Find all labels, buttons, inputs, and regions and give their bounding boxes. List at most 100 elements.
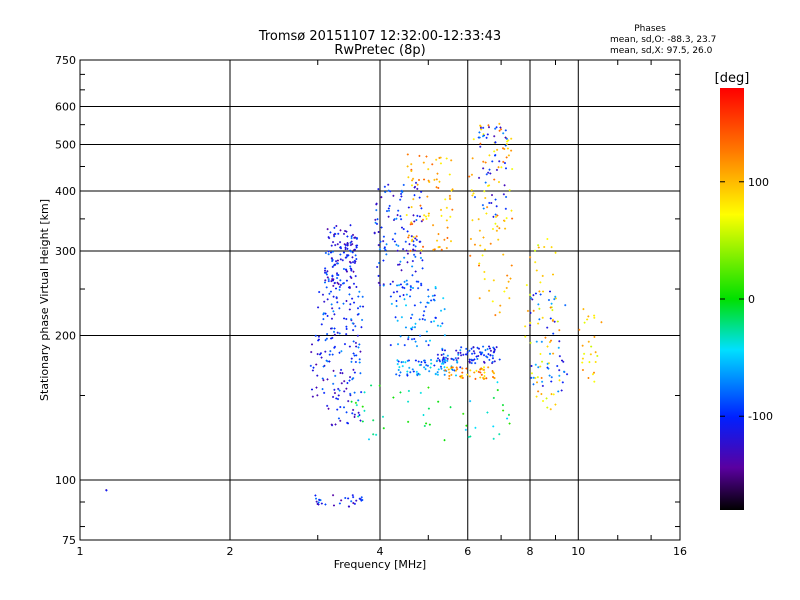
data-point: [467, 436, 470, 439]
data-point: [395, 305, 398, 308]
stats-x-mode: mean, sd,X: 97.5, 26.0: [610, 46, 713, 56]
x-tick-label: 2: [227, 545, 234, 558]
data-point: [419, 391, 422, 394]
data-point: [428, 370, 431, 373]
data-point: [331, 353, 334, 356]
y-tick-label: 300: [55, 245, 76, 258]
data-point: [426, 301, 429, 304]
data-point: [333, 226, 336, 229]
data-point: [355, 354, 358, 357]
data-point: [334, 244, 337, 247]
data-point: [354, 361, 357, 364]
data-point: [327, 278, 330, 281]
data-point: [344, 244, 347, 247]
data-point: [316, 394, 319, 397]
stats-o-mode: mean, sd,O: -88.3, 23.7: [610, 35, 716, 45]
data-point: [502, 132, 505, 135]
data-point: [451, 358, 454, 361]
data-point: [455, 374, 458, 377]
data-point: [436, 371, 439, 374]
data-point: [352, 233, 355, 236]
data-point: [455, 366, 458, 369]
data-point: [405, 283, 408, 286]
data-point: [396, 359, 399, 362]
data-point: [427, 168, 430, 171]
data-point: [326, 333, 329, 336]
data-point: [483, 371, 486, 374]
data-point: [337, 232, 340, 235]
data-point: [413, 337, 416, 340]
data-point: [436, 172, 439, 175]
data-point: [539, 293, 542, 296]
data-point: [479, 145, 482, 148]
data-point: [420, 207, 423, 210]
data-point: [492, 215, 495, 218]
data-point: [475, 355, 478, 358]
data-point: [361, 318, 364, 321]
data-point: [537, 390, 540, 393]
data-point: [370, 384, 373, 387]
data-point: [433, 320, 436, 323]
data-point: [332, 395, 335, 398]
data-point: [407, 206, 410, 209]
data-point: [411, 274, 414, 277]
data-point: [469, 400, 472, 403]
colorbar-tick-label: 0: [748, 293, 755, 306]
plot-frame: [79, 59, 681, 541]
data-point: [372, 419, 375, 422]
data-point: [436, 239, 439, 242]
data-point: [440, 214, 443, 217]
data-point: [550, 339, 553, 342]
data-point: [507, 154, 510, 157]
data-point: [334, 374, 337, 377]
data-point: [589, 353, 592, 356]
data-point: [505, 137, 508, 140]
data-point: [326, 228, 329, 231]
data-point: [495, 205, 498, 208]
data-point: [399, 371, 402, 374]
data-point: [418, 373, 421, 376]
data-point: [320, 323, 323, 326]
data-point: [479, 353, 482, 356]
data-point: [540, 340, 543, 343]
data-point: [411, 326, 414, 329]
data-point: [504, 167, 507, 170]
data-point: [471, 194, 474, 197]
data-point: [489, 172, 492, 175]
data-point: [558, 379, 561, 382]
colorbar-label: [deg]: [715, 71, 750, 86]
data-point: [387, 183, 390, 186]
data-point: [434, 316, 437, 319]
data-point: [450, 366, 453, 369]
data-point: [435, 178, 438, 181]
data-point: [482, 160, 485, 163]
data-point: [378, 248, 381, 251]
data-point: [534, 363, 537, 366]
data-point: [473, 358, 476, 361]
data-point: [418, 364, 421, 367]
data-point: [362, 305, 365, 308]
data-point: [415, 345, 418, 348]
data-point: [473, 196, 476, 199]
data-point: [508, 422, 511, 425]
data-point: [330, 303, 333, 306]
data-point: [353, 502, 356, 505]
data-point: [325, 337, 328, 340]
data-point: [407, 176, 410, 179]
data-point: [560, 389, 563, 392]
data-point: [433, 294, 436, 297]
data-point: [350, 400, 353, 403]
data-point: [403, 280, 406, 283]
data-point: [489, 354, 492, 357]
data-point: [326, 314, 329, 317]
data-point: [326, 276, 329, 279]
data-point: [492, 425, 495, 428]
data-point: [492, 437, 495, 440]
data-point: [482, 236, 485, 239]
data-point: [310, 351, 313, 354]
data-point: [348, 286, 351, 289]
data-point: [415, 238, 418, 241]
data-point: [425, 217, 428, 220]
data-point: [329, 231, 332, 234]
data-point: [336, 331, 339, 334]
